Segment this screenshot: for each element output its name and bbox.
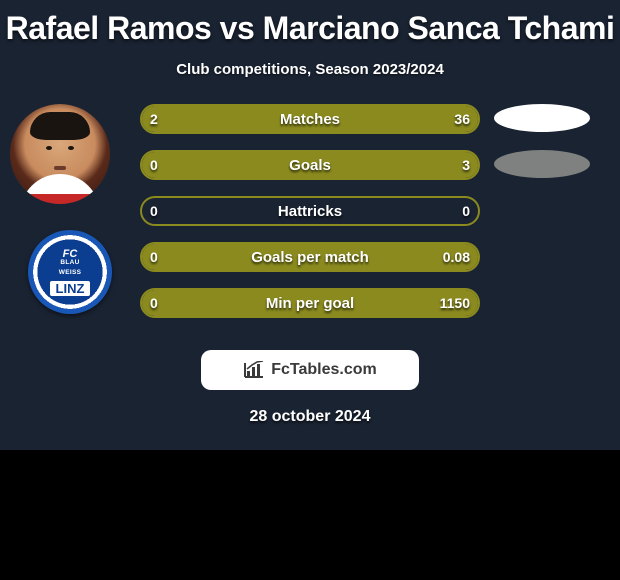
bar-label: Matches — [140, 104, 480, 134]
stat-bar: 01150Min per goal — [140, 288, 480, 318]
stat-bar: 236Matches — [140, 104, 480, 134]
chart-icon — [243, 361, 265, 379]
pill-slot — [490, 288, 600, 334]
branding-text: FcTables.com — [271, 361, 377, 379]
pill-slot — [490, 104, 600, 150]
bar-label: Min per goal — [140, 288, 480, 318]
club-badge: FC BLAU WEISS LINZ — [20, 230, 120, 314]
stat-bar: 00Hattricks — [140, 196, 480, 226]
subtitle: Club competitions, Season 2023/2024 — [0, 61, 620, 78]
badge-line-top: BLAU — [60, 260, 79, 267]
stat-bar: 03Goals — [140, 150, 480, 180]
bar-label: Goals — [140, 150, 480, 180]
date-label: 28 october 2024 — [0, 408, 620, 426]
page-title: Rafael Ramos vs Marciano Sanca Tchami — [0, 0, 620, 47]
stat-bar: 00.08Goals per match — [140, 242, 480, 272]
comparison-card: Rafael Ramos vs Marciano Sanca Tchami Cl… — [0, 0, 620, 450]
bar-label: Goals per match — [140, 242, 480, 272]
badge-fc: FC — [63, 249, 78, 260]
badge-line-mid: WEISS — [59, 270, 81, 277]
stat-pill — [494, 150, 590, 178]
pill-slot — [490, 150, 600, 196]
right-pills — [490, 104, 600, 334]
content-area: FC BLAU WEISS LINZ 236Matches 03Goals 00Ha… — [0, 104, 620, 324]
player-avatar — [10, 104, 110, 204]
stat-bars: 236Matches 03Goals 00Hattricks 00.08Goals p… — [140, 104, 480, 334]
club-badge-graphic: FC BLAU WEISS LINZ — [28, 230, 112, 314]
stat-pill — [494, 104, 590, 132]
pill-slot — [490, 196, 600, 242]
bar-label: Hattricks — [140, 196, 480, 226]
pill-slot — [490, 242, 600, 288]
badge-city: LINZ — [50, 281, 91, 296]
branding-pill: FcTables.com — [201, 350, 419, 390]
